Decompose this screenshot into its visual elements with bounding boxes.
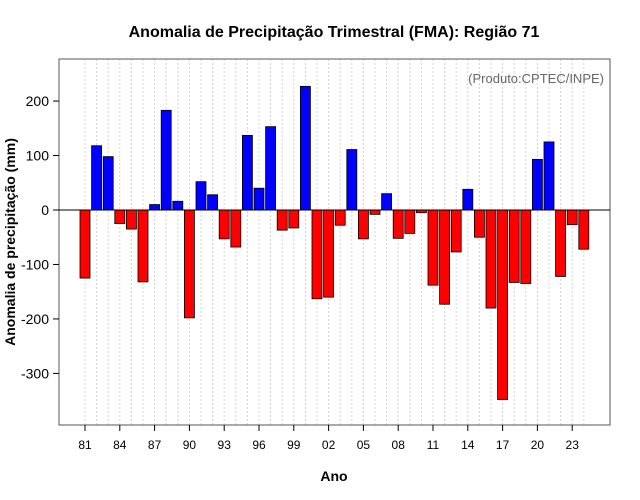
bar-1999 [288, 209, 300, 229]
bar-2008 [392, 209, 404, 239]
bar-2020 [532, 158, 543, 211]
bars-group [79, 85, 590, 400]
bar-2014 [462, 188, 474, 211]
y-tick-label: -100 [21, 256, 49, 272]
bar-2000 [299, 85, 311, 211]
bar-1992 [207, 194, 219, 211]
x-tick-label: 08 [392, 438, 406, 452]
x-tick-label: 81 [78, 438, 92, 452]
x-tick-label: 14 [461, 438, 475, 452]
bar-2009 [404, 209, 416, 234]
x-tick-label: 23 [566, 438, 580, 452]
x-tick-label: 96 [252, 438, 266, 452]
bar-2016 [485, 209, 497, 309]
chart-title: Anomalia de Precipitação Trimestral (FMA… [129, 24, 540, 41]
bar-2002 [323, 209, 335, 298]
bar-2003 [334, 209, 346, 226]
bar-2021 [543, 141, 555, 211]
x-tick-label: 20 [531, 438, 545, 452]
bar-1984 [114, 209, 126, 225]
bar-2015 [473, 209, 485, 238]
x-tick-label: 02 [322, 438, 336, 452]
bar-1995 [241, 134, 253, 211]
x-tick-label: 84 [113, 438, 127, 452]
bar-2005 [357, 209, 369, 240]
bar-1994 [230, 209, 242, 248]
bar-2011 [427, 209, 439, 286]
bar-1997 [265, 126, 277, 211]
bar-1996 [253, 187, 265, 211]
bar-1990 [183, 209, 195, 319]
x-tick-label: 87 [148, 438, 162, 452]
bar-1982 [91, 145, 102, 211]
bar-2019 [520, 209, 532, 284]
y-axis: -300 -200 -100 0 100 200 [21, 93, 59, 381]
bar-2017 [497, 209, 509, 400]
y-tick-label: 200 [26, 93, 50, 109]
bar-2012 [439, 209, 451, 305]
bar-1985 [126, 209, 137, 230]
y-tick-label: 100 [26, 148, 50, 164]
bar-1991 [195, 181, 207, 211]
y-tick-label: 0 [41, 202, 49, 218]
bar-2006 [369, 209, 381, 215]
bar-1986 [137, 209, 149, 283]
x-tick-label: 93 [218, 438, 232, 452]
bar-1993 [218, 209, 230, 240]
bar-1989 [172, 200, 184, 211]
x-tick-label: 11 [427, 438, 440, 452]
y-tick-label: -300 [21, 365, 49, 381]
x-tick-label: 90 [183, 438, 197, 452]
bar-2013 [450, 209, 462, 253]
source-annotation: (Produto:CPTEC/INPE) [468, 71, 604, 86]
bar-2024 [578, 209, 590, 250]
bar-2022 [555, 209, 566, 277]
bar-1988 [160, 109, 172, 211]
bar-2018 [508, 209, 520, 283]
bar-2004 [346, 149, 358, 211]
plot-frame [58, 58, 611, 426]
bar-2001 [311, 209, 323, 300]
x-axis-label: Ano [320, 468, 347, 484]
bar-1998 [276, 209, 288, 231]
x-axis: 81 84 87 90 93 96 99 02 05 08 11 14 17 20 23 [78, 425, 579, 452]
x-tick-label: 05 [357, 438, 371, 452]
y-axis-label: Anomalia de precipitação (mm) [2, 138, 18, 346]
bar-1983 [102, 156, 114, 211]
x-tick-label: 99 [287, 438, 301, 452]
bar-2023 [566, 209, 578, 226]
bar-1981 [79, 209, 91, 279]
y-tick-label: -200 [21, 311, 49, 327]
x-tick-label: 17 [496, 438, 510, 452]
bar-2007 [381, 193, 393, 211]
bar-1987 [149, 204, 161, 211]
